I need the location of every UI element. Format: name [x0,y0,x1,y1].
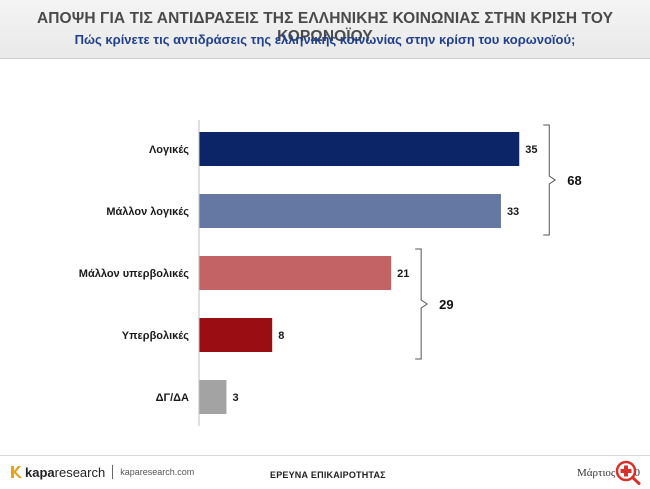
group-bracket [543,124,557,236]
logo-mark-icon [11,466,22,478]
kapa-research-logo: kaparesearch kaparesearch.com [10,463,194,481]
value-label: 8 [278,330,284,342]
chart-subtitle: Πώς κρίνετε τις αντιδράσεις της ελληνική… [74,32,576,47]
group-bracket [415,248,429,360]
logo-wordmark: kaparesearch [25,465,105,480]
bar-chart: Λογικές 35 Μάλλον λογικές 33 Μάλλον υπερβολι… [79,120,582,426]
logo-brand-light: research [54,464,106,480]
bar [199,256,392,290]
footer-survey-name: ΕΡΕΥΝΑ ΕΠΙΚΑΙΡΟΤΗΤΑΣ [270,470,386,480]
category-label: ΔΓ/ΔΑ [156,392,189,404]
footer-divider [0,455,650,456]
cross-badge-icon [615,460,641,485]
bar [199,318,273,352]
header-divider [0,58,650,59]
category-label: Μάλλον υπερβολικές [79,268,189,280]
value-label: 3 [232,392,238,404]
header-band [0,0,650,58]
bar [199,132,520,166]
category-label: Λογικές [149,144,189,156]
group-total-label: 68 [567,173,581,188]
bar [199,380,227,414]
category-label: Υπερβολικές [122,330,189,342]
bar [199,194,501,228]
logo-brand-bold: kapa [25,464,55,480]
category-label: Μάλλον λογικές [106,206,189,218]
footer-url: kaparesearch.com [120,467,195,477]
value-label: 21 [397,268,409,280]
group-total-label: 29 [439,297,453,312]
value-label: 35 [525,144,537,156]
chart-title: ΑΠΟΨΗ ΓΙΑ ΤΙΣ ΑΝΤΙΔΡΑΣΕΙΣ ΤΗΣ ΕΛΛΗΝΙΚΗΣ … [36,10,614,45]
value-label: 33 [507,206,519,218]
logo-separator [112,465,114,479]
